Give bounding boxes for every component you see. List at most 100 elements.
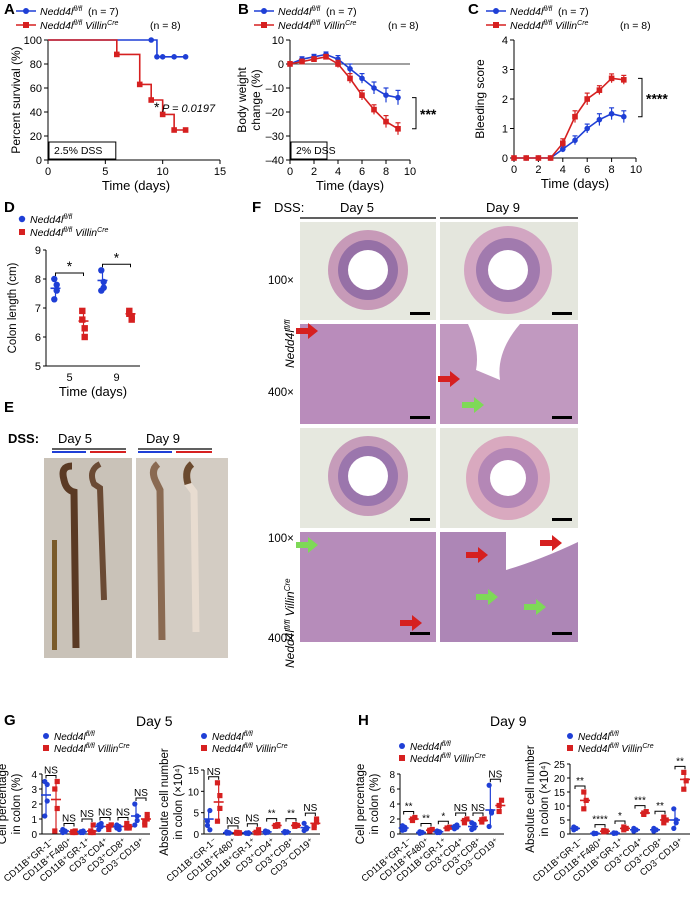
data-point	[128, 316, 135, 323]
y-tick-label: 7	[35, 303, 41, 315]
significance-bracket	[45, 775, 57, 779]
y-tick-label: –10	[266, 83, 284, 95]
data-point	[498, 797, 505, 803]
significance-label: **	[422, 814, 430, 825]
data-point	[90, 829, 96, 836]
significance-label: NS	[62, 814, 76, 825]
svg-text:Nedd4lfl/fl: Nedd4lfl/fl	[30, 214, 73, 226]
data-point	[54, 805, 60, 812]
data-point	[383, 92, 389, 98]
data-point	[427, 827, 433, 833]
data-point	[136, 81, 143, 88]
data-point	[469, 820, 475, 826]
dss-box-label: 2% DSS	[296, 145, 336, 157]
svg-text:Nedd4lfl/fl VillinCre: Nedd4lfl/fl VillinCre	[30, 227, 109, 239]
data-point	[673, 817, 679, 823]
data-point	[245, 830, 252, 837]
svg-text:Nedd4lfl/fl VillinCre: Nedd4lfl/fl VillinCre	[410, 753, 486, 765]
data-point	[651, 825, 657, 832]
significance-label: NS	[488, 769, 502, 780]
data-point	[287, 61, 293, 67]
significance-label: NS	[471, 803, 485, 814]
significance-label: NS	[134, 788, 148, 799]
data-point	[479, 817, 485, 823]
red-arrow-4	[466, 547, 488, 563]
x-tick-label: 0	[511, 164, 517, 176]
y-tick-label: 6	[389, 785, 395, 796]
y-tick-label: 1	[31, 815, 37, 826]
svg-text:(n = 8): (n = 8)	[388, 20, 419, 32]
significance-bracket	[285, 818, 297, 822]
y-tick-label: 5	[193, 809, 199, 820]
x-axis-label: Time (days)	[102, 178, 170, 193]
data-point	[171, 54, 177, 60]
data-point	[148, 97, 154, 103]
significance-bracket	[304, 812, 316, 817]
significance-label: *	[618, 811, 622, 822]
significance-bracket	[472, 812, 484, 816]
y-tick-label: 0	[31, 830, 37, 841]
svg-text:100×: 100×	[268, 275, 294, 287]
significance-bracket	[420, 823, 432, 827]
data-point	[547, 155, 554, 161]
y-axis-label: Absolute cell number	[159, 748, 171, 856]
x-tick-label: 10	[404, 166, 416, 178]
x-tick-label: 8	[609, 164, 615, 176]
legend-g-left: Nedd4lfl/fl Nedd4lfl/fl VillinCre	[43, 731, 130, 755]
svg-text:Nedd4lfl/fl VillinCre: Nedd4lfl/fl VillinCre	[510, 20, 589, 32]
red-arrow-5	[540, 535, 562, 551]
data-point	[461, 817, 468, 824]
y-tick-label: 2	[31, 800, 37, 811]
panel-label-h: H	[358, 712, 369, 729]
category-label: 9	[113, 372, 119, 384]
x-tick-label: 0	[287, 166, 293, 178]
data-point	[90, 822, 96, 828]
svg-text:DSS:: DSS:	[274, 200, 304, 215]
data-point	[671, 806, 677, 812]
x-tick-label: 4	[560, 164, 566, 176]
data-point	[511, 155, 517, 161]
data-point	[207, 827, 213, 833]
y-tick-label: 0	[193, 830, 199, 841]
data-point	[681, 786, 687, 792]
significance-bracket	[412, 97, 417, 130]
dss-box-label: 2.5% DSS	[54, 145, 102, 157]
y-tick-label: 10	[554, 802, 566, 813]
data-point	[409, 816, 416, 822]
data-point	[154, 54, 160, 60]
data-point	[142, 819, 148, 825]
data-point	[584, 96, 590, 102]
y-tick-label: 0	[559, 830, 565, 841]
data-point	[313, 816, 320, 822]
chart-h-left: 02468CD11B⁺GR-1⁻**CD11B⁺F480⁺**CD11B⁺GR-…	[355, 764, 506, 885]
data-point	[72, 829, 78, 836]
significance-bracket	[55, 272, 84, 276]
data-point	[134, 817, 140, 824]
panel-label-f: F	[252, 199, 261, 216]
y-tick-label: 100	[24, 35, 42, 47]
data-point	[608, 75, 615, 82]
data-point	[255, 830, 262, 836]
x-tick-label: 6	[584, 164, 590, 176]
y-tick-label: 4	[502, 35, 508, 47]
red-arrow-2	[438, 371, 460, 387]
data-point	[383, 118, 389, 125]
significance-label: **	[576, 776, 584, 787]
y-tick-label: 2	[502, 94, 508, 106]
significance-bracket	[654, 810, 666, 815]
data-point	[44, 798, 50, 804]
data-point	[51, 275, 58, 283]
data-point	[347, 66, 353, 72]
data-point	[182, 54, 189, 60]
y-tick-label: 0	[502, 153, 508, 165]
red-arrow-3	[400, 615, 422, 631]
significance-bracket	[634, 805, 646, 809]
panel-label-g: G	[4, 712, 16, 729]
data-point	[52, 786, 58, 792]
colon-photo-day5	[44, 458, 132, 658]
data-point	[471, 825, 477, 831]
svg-text:Nedd4lfl/fl VillinCre: Nedd4lfl/fl VillinCre	[40, 20, 119, 32]
data-point	[126, 310, 133, 317]
data-point	[80, 829, 86, 836]
y-tick-label: –30	[266, 131, 284, 143]
